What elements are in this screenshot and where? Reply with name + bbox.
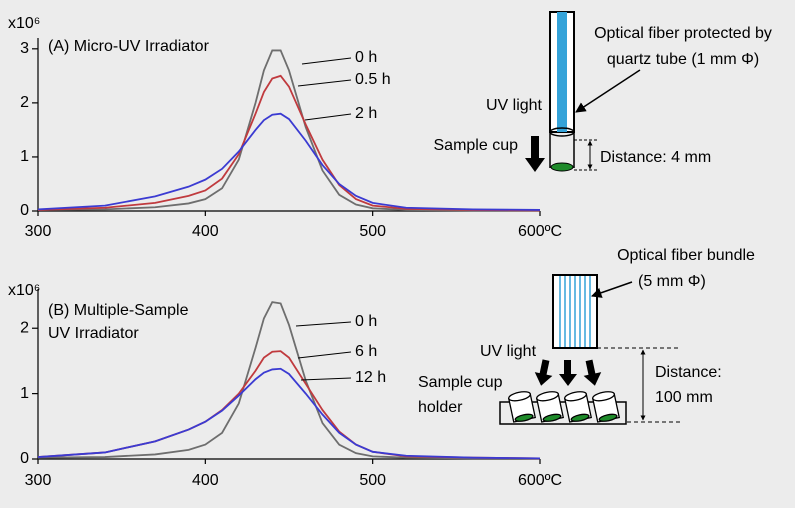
label: (5 mm Φ) (638, 273, 706, 290)
series-label: 0.5 h (355, 71, 391, 88)
label: Sample cup (418, 374, 503, 391)
chart-title: UV Irradiator (48, 325, 139, 342)
label: holder (418, 399, 463, 416)
label: 100 mm (655, 389, 713, 406)
label: UV light (480, 343, 537, 360)
x-tick-label: 400 (192, 472, 219, 489)
x-tick-label: 500 (359, 472, 386, 489)
y-unit: x10⁶ (8, 282, 40, 299)
series-label: 0 h (355, 49, 377, 66)
x-tick-label: 600ºC (518, 223, 562, 240)
x-tick-label: 300 (25, 472, 52, 489)
series-label: 12 h (355, 369, 386, 386)
label: Distance: 4 mm (600, 149, 711, 166)
sample (551, 163, 573, 171)
y-tick-label: 0 (20, 450, 29, 467)
series-label: 0 h (355, 313, 377, 330)
y-tick-label: 1 (20, 148, 29, 165)
label: Optical fiber bundle (617, 247, 755, 264)
x-tick-label: 600ºC (518, 472, 562, 489)
y-tick-label: 2 (20, 319, 29, 336)
x-tick-label: 500 (359, 223, 386, 240)
page: Optical fiber protected by quartz tube (… (0, 0, 795, 508)
y-tick-label: 3 (20, 40, 29, 57)
x-tick-label: 300 (25, 223, 52, 240)
chart-title: (A) Micro-UV Irradiator (48, 38, 210, 55)
y-tick-label: 2 (20, 94, 29, 111)
label: UV light (486, 97, 543, 114)
label: Optical fiber protected by (594, 25, 772, 42)
chart-title: (B) Multiple-Sample (48, 302, 189, 319)
label: quartz tube (1 mm Φ) (607, 51, 759, 68)
y-tick-label: 1 (20, 385, 29, 402)
label: Sample cup (434, 137, 519, 154)
optical-fiber (557, 12, 567, 132)
y-unit: x10⁶ (8, 15, 40, 32)
y-tick-label: 0 (20, 202, 29, 219)
figure: Optical fiber protected by quartz tube (… (0, 0, 795, 508)
series-label: 6 h (355, 343, 377, 360)
fibers (560, 276, 590, 347)
x-tick-label: 400 (192, 223, 219, 240)
series-label: 2 h (355, 105, 377, 122)
label: Distance: (655, 364, 722, 381)
